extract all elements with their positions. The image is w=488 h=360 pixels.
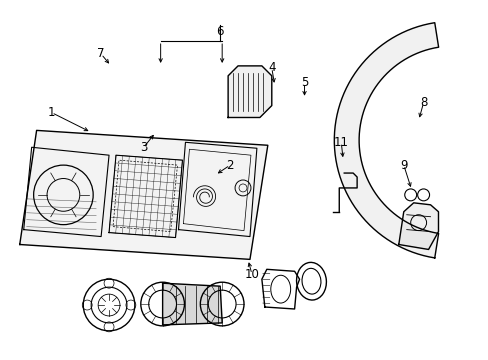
Polygon shape [163, 283, 222, 325]
Text: 4: 4 [267, 61, 275, 75]
Text: 5: 5 [300, 76, 307, 89]
Text: 9: 9 [399, 159, 407, 172]
Text: 8: 8 [419, 96, 427, 109]
Text: 2: 2 [226, 159, 233, 172]
Text: 1: 1 [48, 106, 55, 119]
Text: 7: 7 [97, 48, 104, 60]
Polygon shape [398, 203, 438, 249]
Polygon shape [228, 66, 271, 117]
Polygon shape [20, 130, 267, 260]
Text: 6: 6 [216, 24, 224, 38]
Polygon shape [334, 23, 438, 258]
Text: 3: 3 [140, 141, 147, 154]
Text: 10: 10 [244, 268, 259, 281]
Text: 11: 11 [333, 136, 348, 149]
